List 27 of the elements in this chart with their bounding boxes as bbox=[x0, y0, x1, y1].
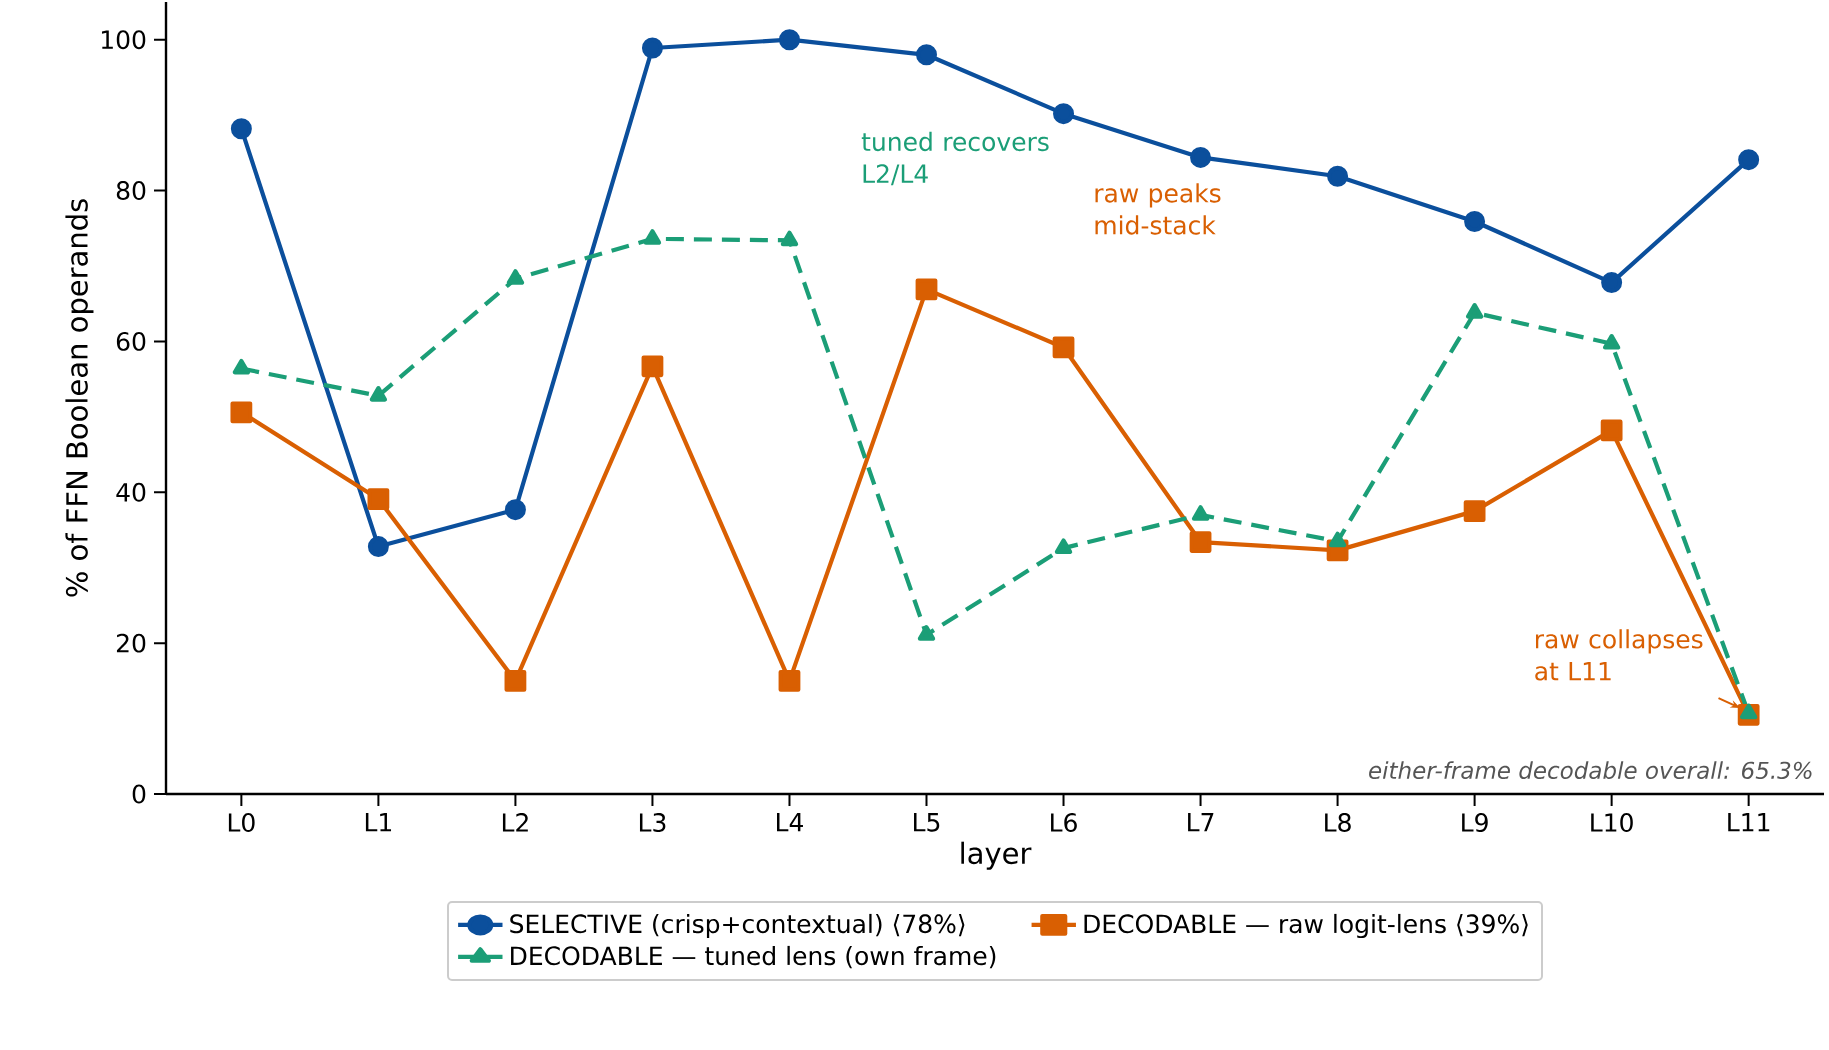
x-axis-title: layer bbox=[961, 841, 1032, 870]
annotation: raw collapses at L11 bbox=[1535, 629, 1703, 681]
y-tick-label: 100 bbox=[101, 30, 146, 50]
legend-label: DECODABLE — raw logit-lens ⟨39%⟩ bbox=[1084, 913, 1528, 939]
legend-label: DECODABLE — tuned lens (own frame) bbox=[511, 945, 996, 969]
x-tick-label: L9 bbox=[1462, 813, 1488, 832]
x-tick-label: L5 bbox=[914, 813, 940, 832]
x-tick-label: L10 bbox=[1591, 813, 1633, 832]
x-tick-label: L2 bbox=[502, 813, 528, 832]
y-tick-label: 80 bbox=[116, 181, 146, 201]
annotation: tuned recovers L2/L4 bbox=[861, 131, 1049, 186]
x-tick-label: L4 bbox=[777, 813, 803, 832]
x-tick-label: L7 bbox=[1188, 813, 1214, 832]
legend-label: SELECTIVE (crisp+contextual) ⟨78%⟩ bbox=[510, 913, 965, 939]
y-tick-label: 0 bbox=[132, 784, 146, 804]
x-tick-label: L1 bbox=[365, 813, 392, 832]
x-tick-label: L6 bbox=[1051, 813, 1077, 832]
x-tick-label: L8 bbox=[1325, 813, 1351, 832]
x-tick-label: L0 bbox=[228, 813, 255, 832]
annotation: raw peaks mid-stack bbox=[1095, 183, 1221, 235]
x-tick-label: L3 bbox=[639, 813, 666, 832]
y-tick-label: 20 bbox=[116, 633, 146, 653]
x-tick-label: L11 bbox=[1728, 813, 1770, 832]
y-axis-title: % of FFN Boolean operands bbox=[65, 199, 94, 597]
annotation: either-frame decodable overall: 65.3% bbox=[1369, 761, 1812, 779]
y-tick-label: 60 bbox=[116, 331, 146, 351]
y-tick-label: 40 bbox=[116, 482, 146, 502]
